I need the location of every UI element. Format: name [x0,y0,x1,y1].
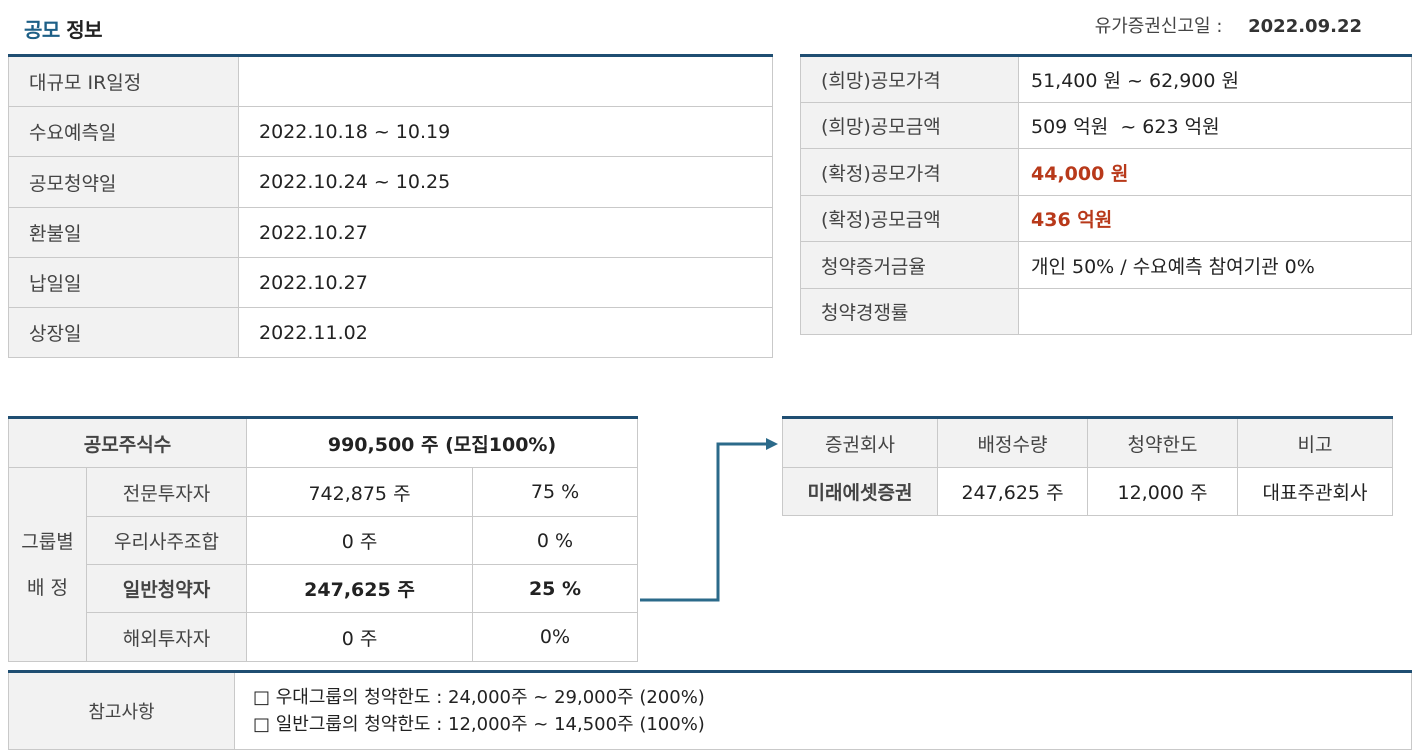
investor-type: 해외투자자 [86,612,247,662]
pricing-label: (확정)공모가격 [800,148,1019,196]
group-allocation-label: 그룹별 배 정 [8,467,87,662]
investor-shares: 742,875 주 [246,467,473,517]
table-row: 대규모 IR일정 [8,55,773,107]
table-row: (희망)공모금액 509 억원 ~ 623 억원 [800,102,1412,149]
table-row: 그룹별 배 정 전문투자자 742,875 주 75 % [8,467,638,662]
schedule-value [238,55,773,107]
pricing-label: 청약경쟁률 [800,288,1019,335]
table-row: (확정)공모가격 44,000 원 [800,148,1412,196]
confirmed-amount-value: 436 억원 [1018,195,1412,242]
page-title: 공모 정보 [24,14,103,43]
pricing-label: (확정)공모금액 [800,195,1019,242]
schedule-value: 2022.10.27 [238,207,773,258]
table-row: 일반청약자 247,625 주 25 % [9,564,638,613]
notes-content: □ 우대그룹의 청약한도 : 24,000주 ~ 29,000주 (200%) … [234,671,1412,750]
table-row: 증권회사 배정수량 청약한도 비고 [782,417,1393,468]
schedule-value: 2022.10.27 [238,257,773,308]
pricing-value: 개인 50% / 수요예측 참여기관 0% [1018,241,1412,289]
investor-shares: 0 주 [246,516,473,565]
pricing-label: 청약증거금율 [800,241,1019,289]
broker-note: 대표주관회사 [1237,467,1393,516]
table-row: 미래에셋증권 247,625 주 12,000 주 대표주관회사 [782,467,1393,516]
schedule-value: 2022.11.02 [238,307,773,358]
investor-pct: 0% [472,612,638,662]
schedule-label: 환불일 [8,207,239,258]
investor-pct: 0 % [472,516,638,565]
investor-pct: 25 % [472,564,638,613]
investor-type: 일반청약자 [86,564,247,613]
table-row: 납일일 2022.10.27 [8,257,773,308]
note-line: □ 일반그룹의 청약한도 : 12,000주 ~ 14,500주 (100%) [253,714,705,735]
investor-type: 전문투자자 [86,467,247,517]
broker-company: 미래에셋증권 [782,467,938,516]
pricing-value: 509 억원 ~ 623 억원 [1018,102,1412,149]
broker-header: 증권회사 [782,417,938,468]
investor-type: 우리사주조합 [86,516,247,565]
table-row: 공모청약일 2022.10.24 ~ 10.25 [8,156,773,208]
table-row: 청약증거금율 개인 50% / 수요예측 참여기관 0% [800,241,1412,289]
broker-header: 비고 [1237,417,1393,468]
connector-arrow-icon [640,438,778,602]
table-row: 해외투자자 0 주 0% [9,612,638,662]
table-row: 공모주식수 990,500 주 (모집100%) [8,417,638,468]
table-row: (확정)공모금액 436 억원 [800,195,1412,242]
title-rest: 정보 [66,18,103,42]
group-label-line-2: 배 정 [27,576,68,599]
schedule-label: 납일일 [8,257,239,308]
notes-table: 참고사항 □ 우대그룹의 청약한도 : 24,000주 ~ 29,000주 (2… [8,670,1412,750]
title-accent: 공모 [24,18,60,42]
broker-limit: 12,000 주 [1087,467,1238,516]
schedule-label: 수요예측일 [8,106,239,157]
table-row: 청약경쟁률 [800,288,1412,335]
table-row: (희망)공모가격 51,400 원 ~ 62,900 원 [800,55,1412,103]
table-row: 우리사주조합 0 주 0 % [9,516,638,565]
total-shares-value: 990,500 주 (모집100%) [246,417,638,468]
table-row: 참고사항 □ 우대그룹의 청약한도 : 24,000주 ~ 29,000주 (2… [8,671,1412,750]
filing-date-line: 유가증권신고일 : 2022.09.22 [1095,12,1362,38]
pricing-label: (희망)공모금액 [800,102,1019,149]
table-row: 수요예측일 2022.10.18 ~ 10.19 [8,106,773,157]
broker-header: 배정수량 [937,417,1088,468]
confirmed-price-value: 44,000 원 [1018,148,1412,196]
investor-shares: 247,625 주 [246,564,473,613]
filing-date-label: 유가증권신고일 : [1094,16,1229,37]
schedule-label: 대규모 IR일정 [8,55,239,107]
pricing-table: (희망)공모가격 51,400 원 ~ 62,900 원 (희망)공모금액 50… [800,54,1412,335]
group-label-line-1: 그룹별 [21,530,74,553]
schedule-label: 상장일 [8,307,239,358]
broker-table: 증권회사 배정수량 청약한도 비고 미래에셋증권 247,625 주 12,00… [782,416,1393,516]
investor-shares: 0 주 [246,612,473,662]
table-row: 상장일 2022.11.02 [8,307,773,358]
schedule-table: 대규모 IR일정 수요예측일 2022.10.18 ~ 10.19 공모청약일 … [8,54,773,358]
pricing-label: (희망)공모가격 [800,55,1019,103]
note-line: □ 우대그룹의 청약한도 : 24,000주 ~ 29,000주 (200%) [253,687,705,708]
broker-qty: 247,625 주 [937,467,1088,516]
schedule-value: 2022.10.18 ~ 10.19 [238,106,773,157]
allocation-table: 공모주식수 990,500 주 (모집100%) 그룹별 배 정 전문투자자 7… [8,416,638,662]
schedule-value: 2022.10.24 ~ 10.25 [238,156,773,208]
investor-pct: 75 % [472,467,638,517]
notes-label: 참고사항 [8,671,235,750]
pricing-value: 51,400 원 ~ 62,900 원 [1018,55,1412,103]
pricing-value [1018,288,1412,335]
schedule-label: 공모청약일 [8,156,239,208]
total-shares-label: 공모주식수 [8,417,247,468]
broker-header: 청약한도 [1087,417,1238,468]
filing-date-value: 2022.09.22 [1248,16,1362,37]
table-row: 환불일 2022.10.27 [8,207,773,258]
